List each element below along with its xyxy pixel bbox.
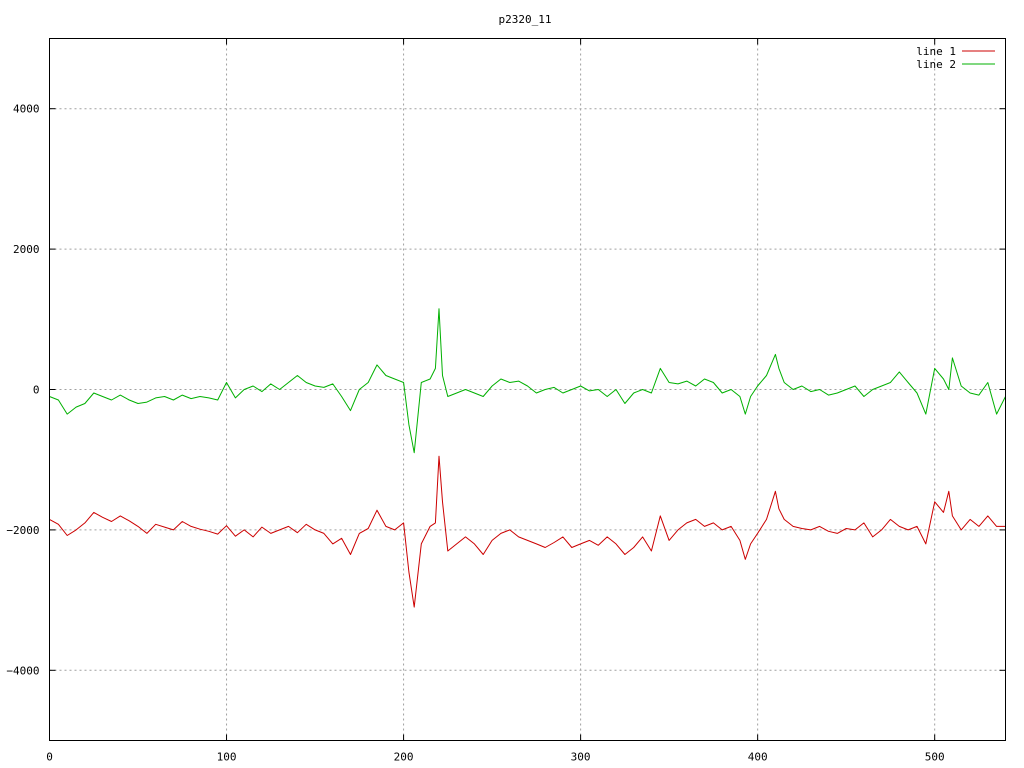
legend-label: line 2: [916, 58, 956, 71]
y-tick-label: −2000: [6, 524, 39, 537]
x-tick-label: 400: [748, 751, 768, 764]
plot-frame: [49, 38, 1006, 741]
x-tick-label: 300: [571, 751, 591, 764]
y-tick-label: −4000: [6, 664, 39, 677]
axis-ticks: 0 100 200 300 400 500 −4000 −2000 0 2000 4000: [6, 38, 1006, 764]
series-line-2: [49, 308, 1006, 454]
x-tick-label: 0: [46, 751, 53, 764]
grid: [49, 38, 1006, 741]
x-tick-label: 500: [925, 751, 945, 764]
x-tick-label: 200: [394, 751, 414, 764]
chart-title: p2320_11: [499, 13, 552, 26]
series-line-1: [49, 455, 1006, 608]
series-layer: [49, 308, 1006, 608]
y-tick-label: 2000: [13, 243, 40, 256]
legend-label: line 1: [916, 45, 956, 58]
y-tick-label: 0: [33, 384, 40, 397]
y-tick-label: 4000: [13, 103, 40, 116]
x-tick-label: 100: [217, 751, 237, 764]
